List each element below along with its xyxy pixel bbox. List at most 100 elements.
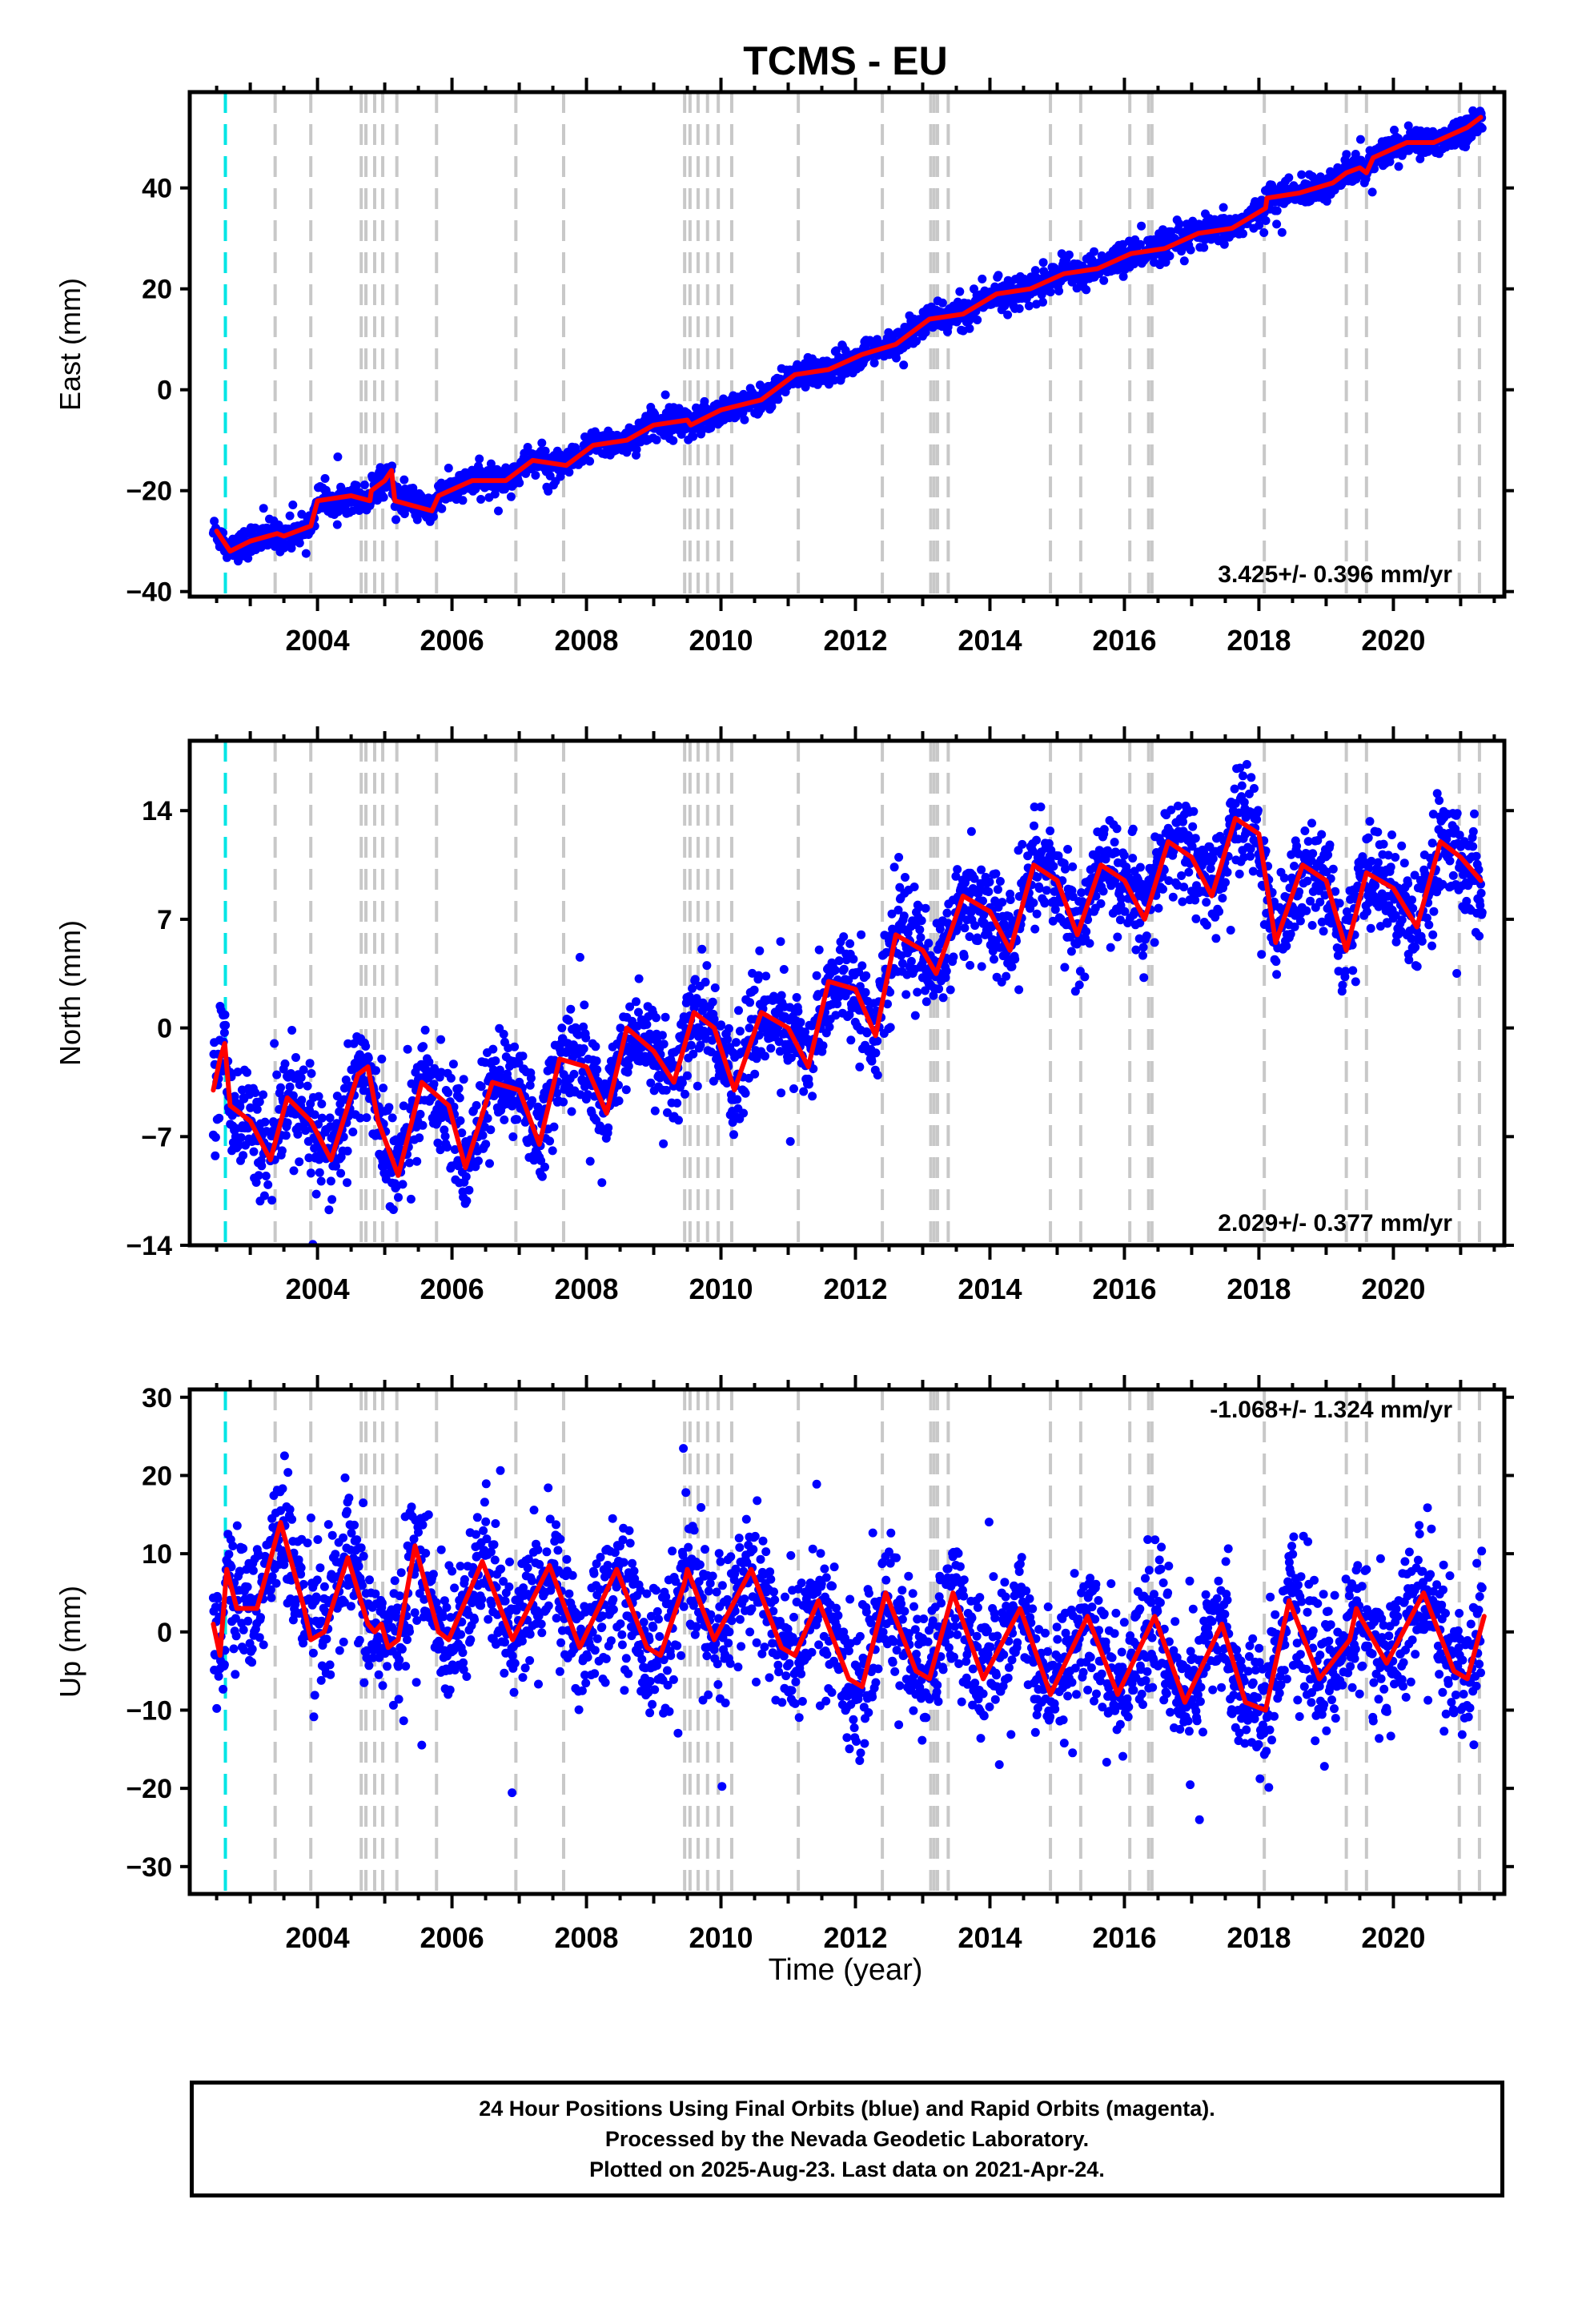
north-data-point <box>849 955 858 964</box>
east-data-point <box>486 459 496 468</box>
east-data-point <box>994 271 1003 280</box>
north-data-point <box>1271 957 1281 967</box>
north-data-point <box>978 896 987 906</box>
north-data-point <box>1074 980 1084 990</box>
north-data-point <box>343 1146 352 1156</box>
north-data-point <box>960 923 970 933</box>
north-data-point <box>696 1040 705 1050</box>
north-data-point <box>478 1131 488 1140</box>
east-data-point <box>531 471 540 480</box>
north-data-point <box>755 946 765 955</box>
east-data-point <box>1367 187 1377 197</box>
north-data-point <box>855 1062 865 1072</box>
east-data-point <box>259 504 268 513</box>
north-data-point <box>281 1131 291 1140</box>
east-ytick-label: −40 <box>126 577 172 608</box>
north-data-point <box>1042 886 1051 895</box>
east-data-point <box>757 404 766 414</box>
north-data-point <box>885 987 895 997</box>
north-data-point <box>953 865 962 875</box>
north-data-point <box>734 1006 743 1015</box>
north-data-point <box>259 1191 269 1200</box>
north-data-point <box>689 1049 698 1059</box>
north-data-point <box>1131 945 1141 955</box>
east-data-point <box>1038 258 1048 267</box>
north-data-point <box>1096 899 1106 908</box>
north-data-point <box>307 1069 316 1078</box>
east-ytick-label: 0 <box>157 376 172 406</box>
north-data-point <box>1033 872 1042 882</box>
north-data-point <box>1154 903 1163 913</box>
north-data-point <box>1101 854 1110 864</box>
north-data-point <box>733 1095 742 1104</box>
north-data-point <box>483 1114 492 1123</box>
north-data-point <box>1007 962 1017 971</box>
east-data-point <box>965 324 974 333</box>
east-data-point <box>295 538 304 548</box>
north-data-point <box>1014 985 1024 995</box>
north-data-point <box>420 1025 430 1035</box>
east-data-point <box>1467 132 1476 142</box>
north-data-point <box>220 1010 230 1019</box>
east-data-point <box>652 435 661 444</box>
north-data-point <box>977 865 986 875</box>
north-data-point <box>303 1081 312 1091</box>
north-data-point <box>899 911 909 921</box>
north-data-point <box>388 1205 398 1214</box>
north-data-point <box>984 887 994 896</box>
east-data-point <box>475 454 484 464</box>
north-data-point <box>913 987 922 997</box>
north-data-point <box>830 966 840 975</box>
north-data-point <box>861 987 870 997</box>
north-data-point <box>809 1064 818 1074</box>
east-data-point <box>1261 216 1271 225</box>
east-data-point <box>689 432 698 441</box>
east-data-point <box>1342 150 1351 159</box>
north-data-point <box>1252 814 1262 824</box>
east-data-point <box>428 512 438 521</box>
north-data-point <box>697 944 707 954</box>
north-data-point <box>909 883 919 891</box>
north-data-point <box>455 1093 464 1103</box>
north-data-point <box>474 1156 483 1166</box>
east-data-point <box>1003 310 1013 320</box>
north-data-point <box>496 1073 505 1082</box>
north-data-point <box>574 1030 583 1039</box>
north-data-point <box>677 1078 687 1088</box>
north-data-point <box>249 1147 259 1156</box>
north-data-point <box>283 1118 292 1128</box>
north-data-point <box>750 1069 760 1079</box>
north-data-point <box>661 1012 670 1022</box>
north-data-point <box>1290 862 1299 870</box>
north-data-point <box>512 1115 522 1124</box>
north-data-point <box>459 1075 468 1084</box>
north-data-point <box>567 1107 576 1116</box>
north-data-point <box>1085 939 1094 948</box>
north-data-point <box>897 959 907 968</box>
north-data-point <box>1138 951 1147 960</box>
east-data-point <box>412 515 422 525</box>
north-data-point <box>632 997 640 1007</box>
east-data-point <box>1165 251 1174 261</box>
north-data-points <box>208 760 1487 1245</box>
north-data-point <box>792 993 801 1002</box>
north-data-point <box>500 1115 509 1124</box>
north-data-point <box>1112 824 1122 834</box>
north-data-point <box>1189 806 1199 816</box>
north-data-point <box>348 1128 358 1136</box>
east-data-point <box>387 461 397 471</box>
north-data-point <box>1068 892 1078 902</box>
north-data-point <box>895 883 905 892</box>
north-data-point <box>1223 867 1232 877</box>
north-data-point <box>263 1180 273 1189</box>
north-data-point <box>236 1133 246 1142</box>
north-data-point <box>443 1143 452 1152</box>
north-data-point <box>272 1070 282 1080</box>
north-data-point <box>243 1068 251 1077</box>
north-data-point <box>1178 817 1187 826</box>
north-data-point <box>537 1172 547 1181</box>
north-data-point <box>387 1113 397 1123</box>
north-data-point <box>1139 973 1149 983</box>
north-data-point <box>804 1080 813 1089</box>
